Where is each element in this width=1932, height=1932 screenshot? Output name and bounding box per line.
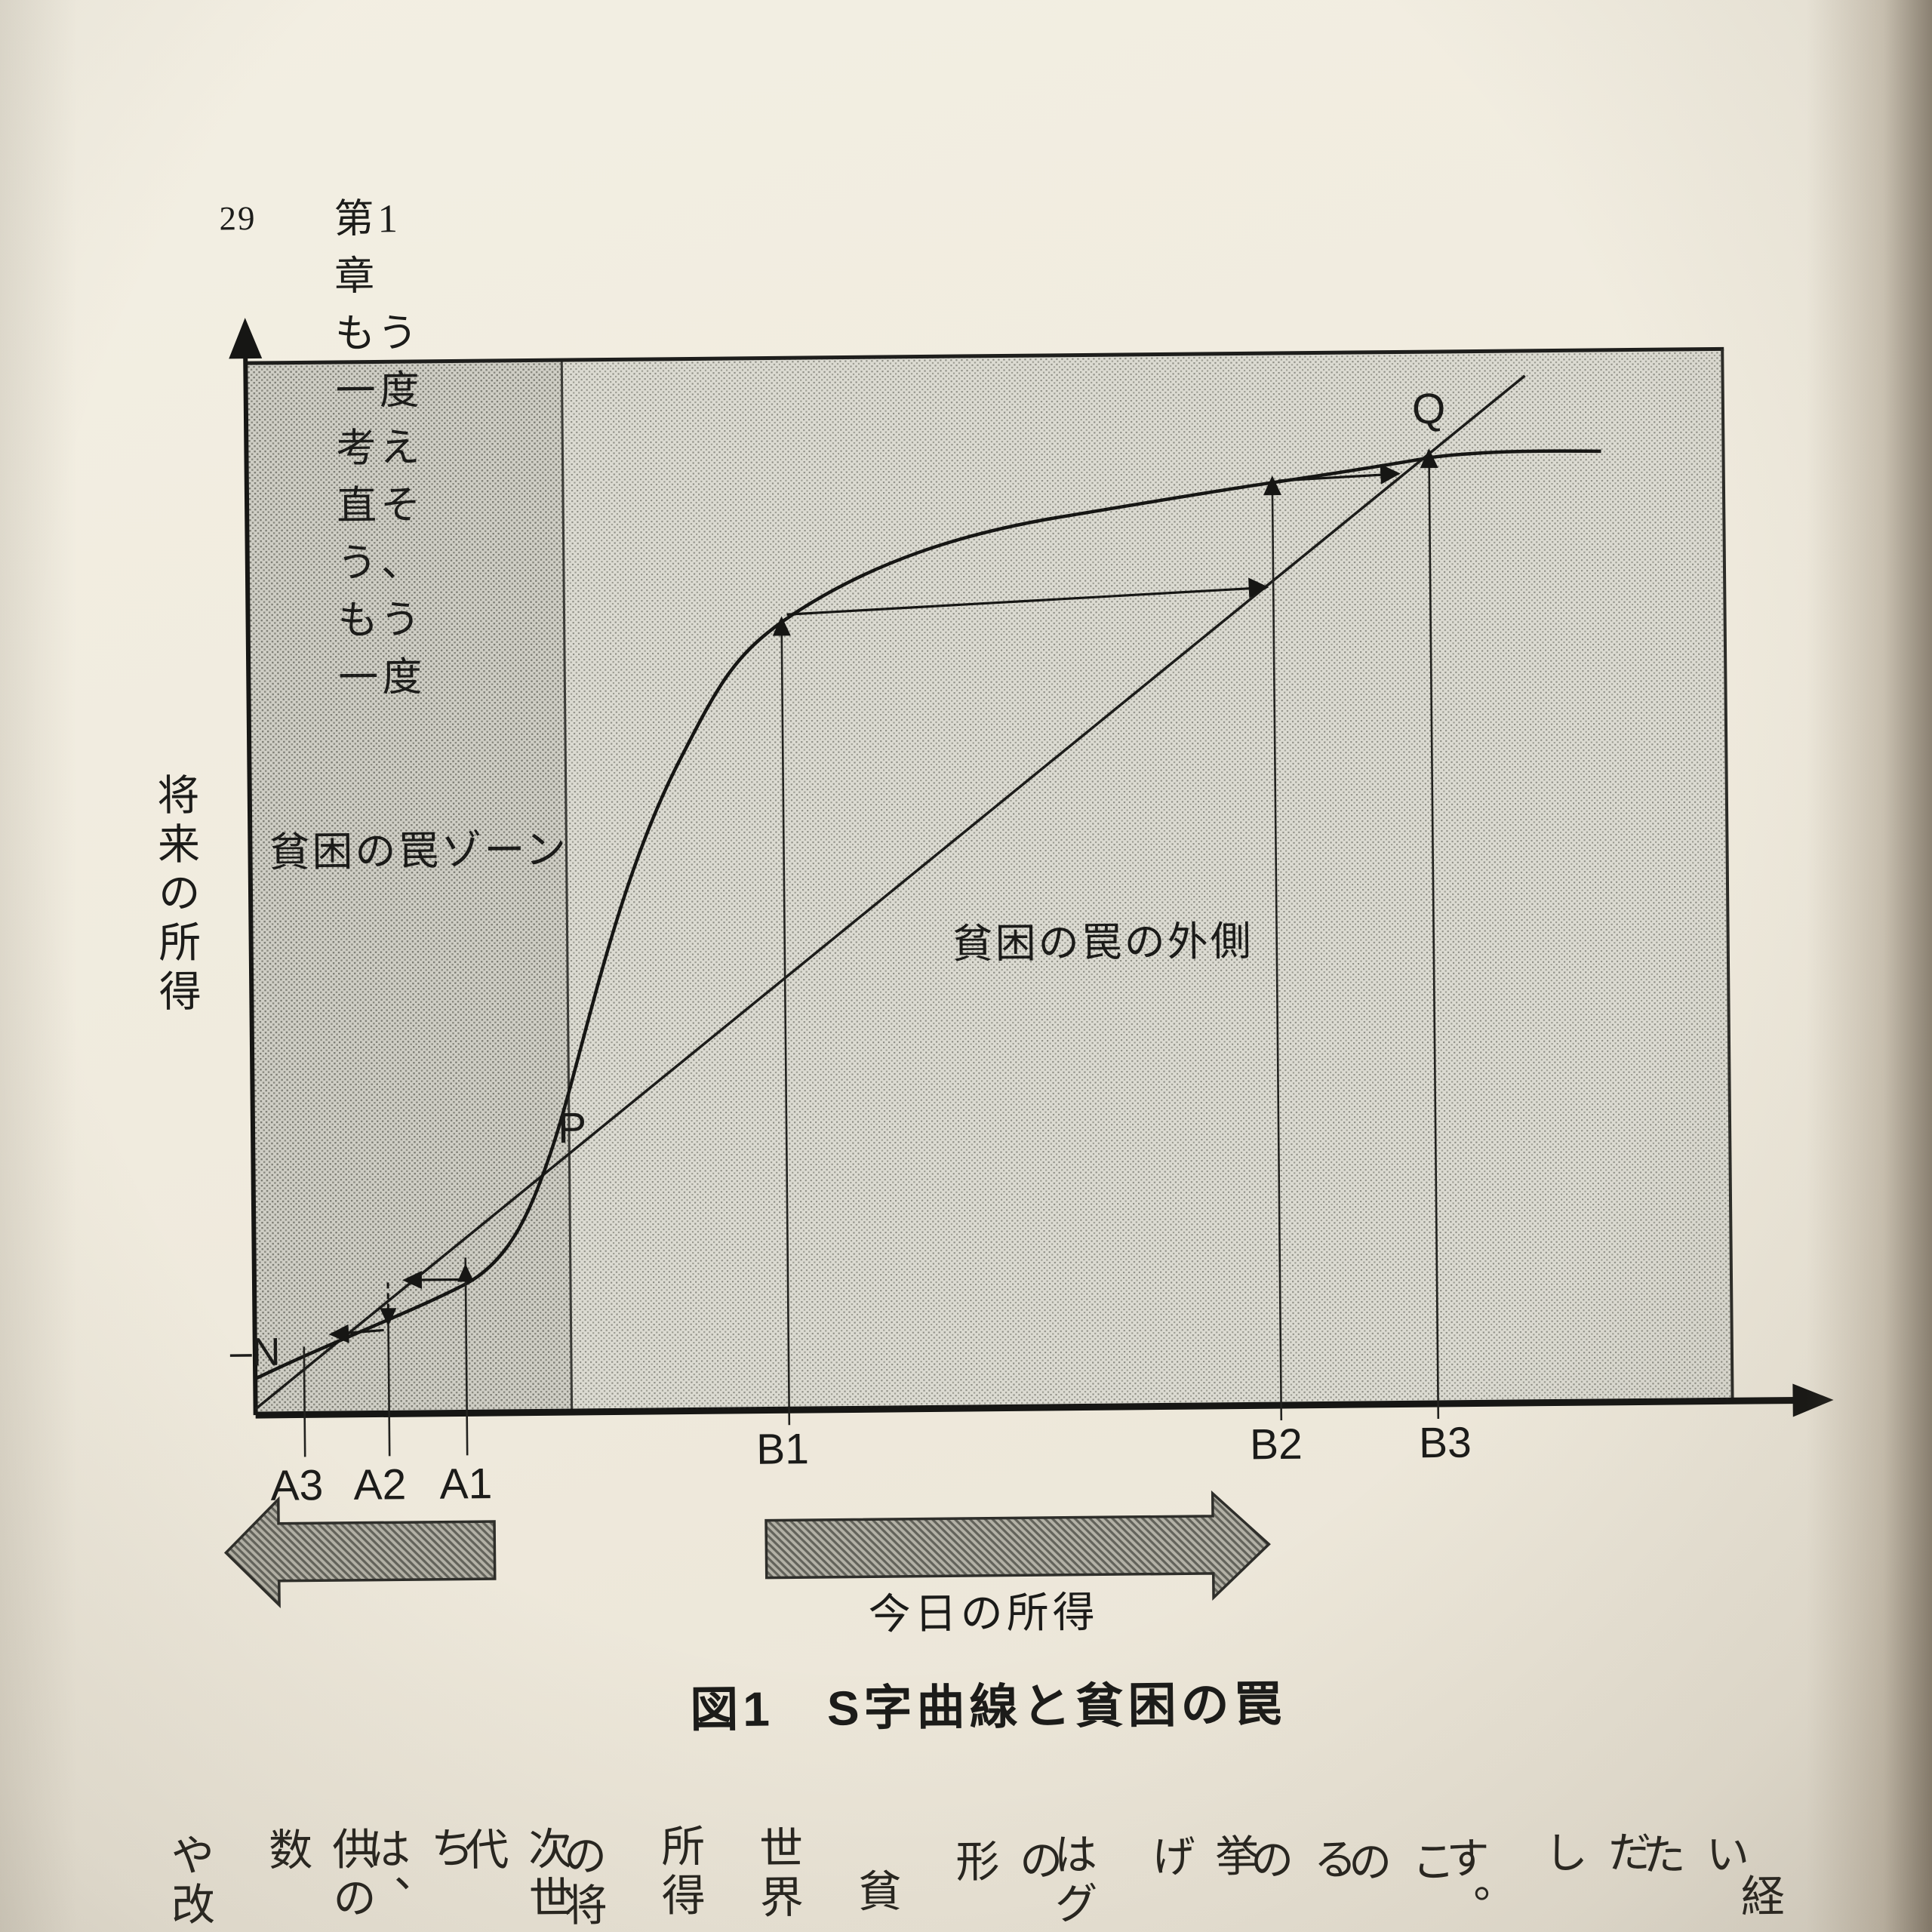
x-axis-label: 今日の所得 [868,1588,1100,1638]
tick-label-b1: B1 [755,1425,810,1474]
zone-label-poverty-trap: 貧困の罠ゾーン [269,827,569,875]
y-axis-arrowhead-icon [229,318,263,359]
text-column: 経 [1734,1872,1784,1923]
plot-shaded-region [245,346,1734,1416]
text-column: 貧 [851,1867,901,1918]
point-label-q: Q [1411,384,1446,434]
figure-caption: 図1 S字曲線と貧困の罠 [689,1676,1287,1737]
text-column: す。 [1439,1835,1490,1932]
tick-label-b3: B3 [1418,1418,1472,1468]
point-label-n: –N [229,1330,281,1375]
text-column: 所得 [654,1823,705,1922]
tick-label-a3: A3 [270,1461,324,1510]
tick-label-a1: A1 [439,1460,493,1509]
text-column: はグ [1047,1831,1097,1930]
point-label-p: P [557,1103,587,1153]
text-column: や改 [163,1832,214,1931]
text-column: 世界 [752,1825,803,1924]
text-column: の将 [556,1832,607,1932]
page-number: 29 [219,198,257,238]
x-axis-arrowhead-icon [1792,1383,1834,1417]
zone-label-outside-trap: 貧困の罠の外側 [952,918,1254,968]
income-direction-right-arrow-icon [764,1490,1271,1601]
a2-line [387,1324,391,1457]
trap-direction-left-arrow-icon [223,1496,497,1608]
tick-label-a2: A2 [353,1460,407,1509]
tick-label-b2: B2 [1249,1420,1303,1469]
y-axis-label: 将来の所得 [151,772,202,1019]
a3-line [303,1346,306,1457]
chapter-title: 第1章 もう一度考え直そう、もう一度 [334,197,426,700]
